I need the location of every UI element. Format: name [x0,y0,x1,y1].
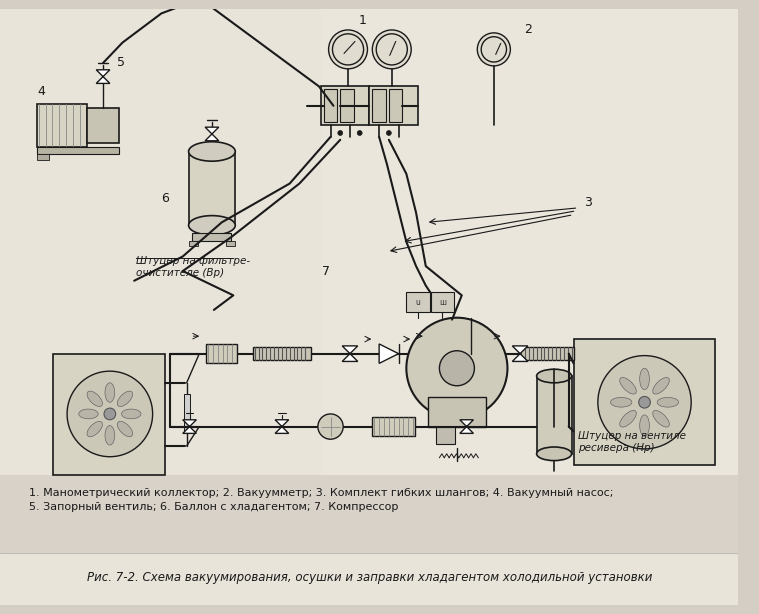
Bar [373,417,415,437]
Bar [225,241,235,246]
Bar [519,347,574,360]
Circle shape [439,351,474,386]
Circle shape [104,408,115,420]
Ellipse shape [620,411,636,427]
Text: 1: 1 [359,14,367,27]
Text: 6: 6 [162,192,169,204]
Circle shape [67,371,153,457]
Ellipse shape [653,411,669,427]
Circle shape [373,30,411,69]
Text: 1. Манометрический коллектор; 2. Вакуумметр; 3. Комплект гибких шлангов; 4. Ваку: 1. Манометрический коллектор; 2. Вакуумм… [29,488,613,498]
Circle shape [329,30,367,69]
Bar [37,154,49,160]
Bar [373,89,386,122]
Bar [37,104,87,147]
Text: u: u [416,298,420,306]
Polygon shape [183,420,197,433]
Text: 3: 3 [584,196,592,209]
Ellipse shape [121,409,141,419]
Ellipse shape [118,421,133,437]
Bar [188,152,235,225]
Ellipse shape [640,415,650,437]
Ellipse shape [105,383,115,402]
Ellipse shape [87,421,102,437]
Circle shape [406,317,508,419]
Bar [537,376,572,454]
Polygon shape [96,70,110,84]
Polygon shape [205,127,219,141]
Circle shape [638,397,650,408]
Polygon shape [512,346,528,362]
Text: Штуцер на вентиле
ресивера (Нр): Штуцер на вентиле ресивера (Нр) [578,432,686,453]
Bar [53,354,165,475]
Text: Рис. 7-2. Схема вакуумирования, осушки и заправки хладагентом холодильной устано: Рис. 7-2. Схема вакуумирования, осушки и… [87,571,652,584]
Circle shape [477,33,510,66]
Bar [37,147,118,154]
Bar [430,292,454,312]
Text: 2: 2 [524,23,532,36]
Ellipse shape [620,378,636,394]
Ellipse shape [188,142,235,161]
Bar [321,9,738,475]
Polygon shape [342,346,357,362]
Polygon shape [380,344,398,363]
Bar [436,427,455,444]
Bar [406,292,430,312]
Bar [321,87,370,125]
Circle shape [318,414,343,439]
Bar [370,87,418,125]
Text: ш: ш [439,298,446,306]
Ellipse shape [653,378,669,394]
Circle shape [357,131,362,136]
Text: 5: 5 [117,56,124,69]
Bar [340,89,354,122]
Text: 5. Запорный вентиль; 6. Баллон с хладагентом; 7. Компрессор: 5. Запорный вентиль; 6. Баллон с хладаге… [29,502,398,513]
Bar [389,89,402,122]
Ellipse shape [118,391,133,406]
Bar [0,475,738,553]
Text: 4: 4 [37,85,45,98]
Polygon shape [460,420,474,433]
Bar [87,107,118,142]
Ellipse shape [537,447,572,460]
Bar [574,339,714,465]
Ellipse shape [105,426,115,445]
Ellipse shape [657,397,679,407]
Ellipse shape [537,369,572,383]
Circle shape [598,356,691,449]
Bar [188,241,198,246]
Ellipse shape [188,216,235,235]
Bar [324,89,337,122]
Circle shape [338,131,342,136]
Bar [193,233,231,241]
Ellipse shape [79,409,98,419]
Bar [428,397,486,427]
Text: 7: 7 [322,265,329,278]
Bar [253,347,311,360]
Bar [184,394,190,433]
Polygon shape [275,420,288,433]
Ellipse shape [610,397,632,407]
Text: Штуцер на фильтре-
очистителе (Вр): Штуцер на фильтре- очистителе (Вр) [136,257,250,278]
Circle shape [386,131,392,136]
Ellipse shape [640,368,650,390]
Bar [206,344,238,363]
Ellipse shape [87,391,102,406]
